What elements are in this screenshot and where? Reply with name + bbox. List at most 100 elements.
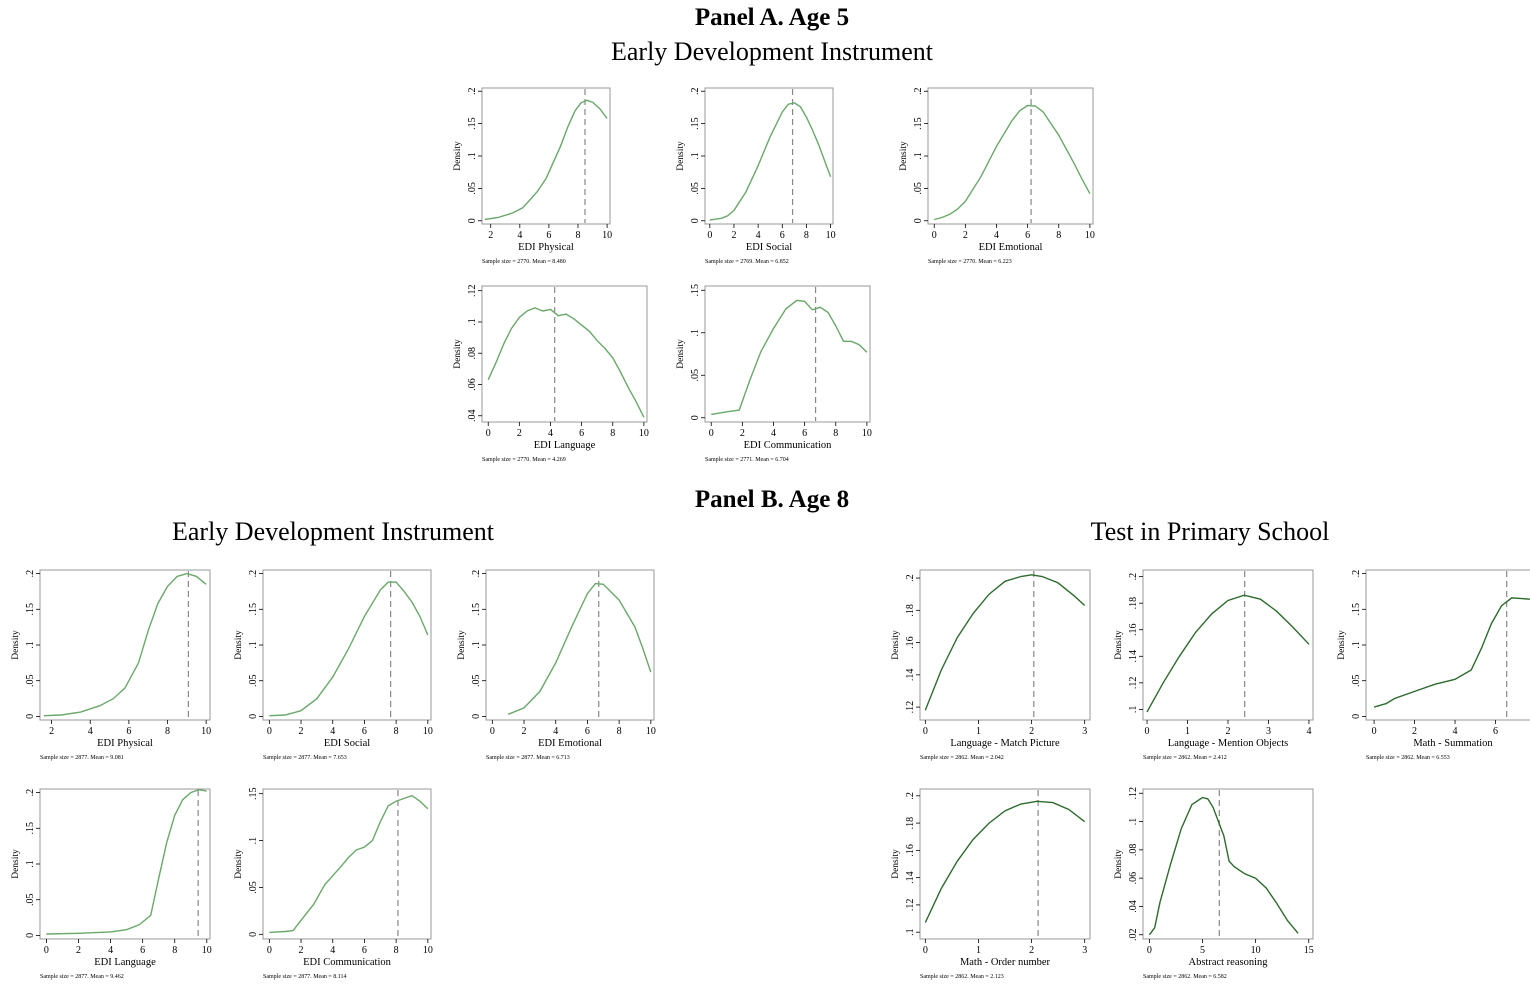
y-tick-label: .2	[471, 570, 482, 578]
x-tick-label: 0	[267, 726, 272, 737]
density-plot: 0 .05 .1 .15 .2 0 2 4 6 8 10 Density EDI Social Sampl…	[234, 569, 433, 761]
y-tick-label: .15	[690, 284, 701, 297]
density-curve	[1373, 597, 1530, 708]
y-tick-label: .1	[1351, 641, 1362, 649]
x-tick-label: 0	[923, 726, 928, 737]
density-curve	[43, 572, 207, 717]
x-tick-label: 2	[731, 230, 736, 241]
x-tick-label: 10	[201, 726, 211, 737]
x-tick-label: 0	[932, 230, 937, 241]
sample-note: Sample size = 2770. Mean = 4.269	[482, 457, 566, 463]
x-tick-label: 10	[423, 726, 433, 737]
x-tick-label: 4	[330, 945, 335, 956]
x-tick-label: 6	[546, 230, 551, 241]
y-tick-label: .2	[905, 792, 916, 800]
density-plot: .04 .06 .08 .1 .12 0 2 4 6 8 10 Density EDI Language…	[453, 284, 649, 463]
y-tick-label: .12	[1128, 677, 1139, 690]
x-tick-label: 6	[126, 726, 131, 737]
y-tick-label: .15	[25, 603, 36, 616]
x-tick-label: 0	[490, 726, 495, 737]
x-axis-label: EDI Physical	[97, 738, 153, 749]
x-axis-label: EDI Communication	[303, 957, 392, 968]
x-tick-label: 6	[1025, 230, 1030, 241]
x-tick-label: 8	[617, 726, 622, 737]
y-tick-label: .1	[690, 329, 701, 337]
density-plot: .1 .12 .14 .16 .18 .2 0 1 2 3 Density Math - Order …	[891, 788, 1091, 980]
density-plot: 0 .05 .1 .15 .2 2 4 6 8 10 Density EDI Physical Samp…	[453, 87, 612, 265]
density-curve	[484, 99, 608, 221]
x-tick-label: 10	[646, 726, 656, 737]
y-tick-label: .15	[248, 787, 259, 800]
x-tick-label: 10	[202, 945, 212, 956]
y-tick-label: .1	[467, 152, 478, 160]
y-tick-label: .2	[467, 87, 478, 95]
plot-frame	[262, 788, 432, 940]
density-plot: 0 .05 .1 .15 0 2 4 6 8 10 Density EDI Communication…	[676, 284, 872, 463]
y-axis-label: Density	[676, 339, 686, 369]
x-tick-label: 2	[299, 726, 304, 737]
y-tick-label: .06	[467, 378, 478, 391]
x-tick-label: 0	[709, 428, 714, 439]
panel-a-subtitle: Early Development Instrument	[610, 37, 934, 66]
density-plot: .02 .04 .06 .08 .1 .12 0 5 10 15 Density Abstract r…	[1114, 787, 1314, 980]
x-tick-label: 4	[771, 428, 776, 439]
x-tick-label: 2	[963, 230, 968, 241]
x-axis-label: EDI Emotional	[538, 738, 602, 749]
x-tick-label: 8	[610, 428, 615, 439]
density-curve	[1146, 594, 1310, 713]
density-plot: .1 .12 .14 .16 .18 .2 0 1 2 3 4 Density Language - M…	[1114, 569, 1314, 761]
x-axis-label: EDI Physical	[518, 242, 574, 253]
y-tick-label: .14	[905, 669, 916, 682]
sample-note: Sample size = 2862. Mean = 6.553	[1366, 755, 1450, 761]
x-axis-label: Abstract reasoning	[1188, 957, 1268, 968]
x-tick-label: 10	[826, 230, 836, 241]
y-axis-label: Density	[1114, 849, 1124, 879]
x-tick-label: 6	[780, 230, 785, 241]
y-tick-label: .15	[690, 117, 701, 130]
x-tick-label: 4	[330, 726, 335, 737]
x-tick-label: 4	[994, 230, 999, 241]
y-tick-label: .1	[25, 641, 36, 649]
y-tick-label: .15	[471, 603, 482, 616]
x-tick-label: 8	[172, 945, 177, 956]
plot-frame	[39, 788, 211, 940]
x-tick-label: 4	[88, 726, 93, 737]
y-tick-label: 0	[690, 415, 701, 420]
x-tick-label: 10	[862, 428, 872, 439]
y-axis-label: Density	[453, 339, 463, 369]
y-tick-label: .1	[471, 641, 482, 649]
plot-frame	[1142, 788, 1314, 940]
y-tick-label: .2	[1128, 573, 1139, 581]
y-axis-label: Density	[1114, 630, 1124, 660]
x-tick-label: 0	[486, 428, 491, 439]
y-axis-label: Density	[891, 630, 901, 660]
x-tick-label: 0	[923, 945, 928, 956]
density-curve	[487, 307, 645, 418]
x-tick-label: 2	[1226, 726, 1231, 737]
y-tick-label: .2	[248, 570, 259, 578]
x-tick-label: 10	[602, 230, 612, 241]
y-tick-label: 0	[248, 714, 259, 719]
sample-note: Sample size = 2877. Mean = 8.114	[263, 974, 347, 980]
x-tick-label: 4	[1306, 726, 1311, 737]
x-tick-label: 2	[1029, 945, 1034, 956]
x-axis-label: Math - Summation	[1413, 738, 1493, 749]
density-curve	[269, 794, 429, 934]
x-tick-label: 2	[76, 945, 81, 956]
y-axis-label: Density	[891, 849, 901, 879]
y-tick-label: .1	[248, 641, 259, 649]
sample-note: Sample size = 2862. Mean = 2.123	[920, 974, 1004, 980]
density-curve	[711, 299, 868, 416]
y-tick-label: .16	[905, 844, 916, 857]
y-tick-label: .1	[1128, 706, 1139, 714]
y-axis-label: Density	[899, 141, 909, 171]
y-axis-label: Density	[234, 630, 244, 660]
y-tick-label: .15	[467, 117, 478, 130]
y-tick-label: .02	[1128, 929, 1139, 942]
y-tick-label: .18	[1128, 597, 1139, 610]
density-curve	[1148, 796, 1299, 936]
plot-frame	[262, 569, 432, 721]
y-tick-label: .1	[690, 152, 701, 160]
x-axis-label: EDI Emotional	[979, 242, 1043, 253]
sample-note: Sample size = 2769. Mean = 6.852	[705, 259, 789, 265]
